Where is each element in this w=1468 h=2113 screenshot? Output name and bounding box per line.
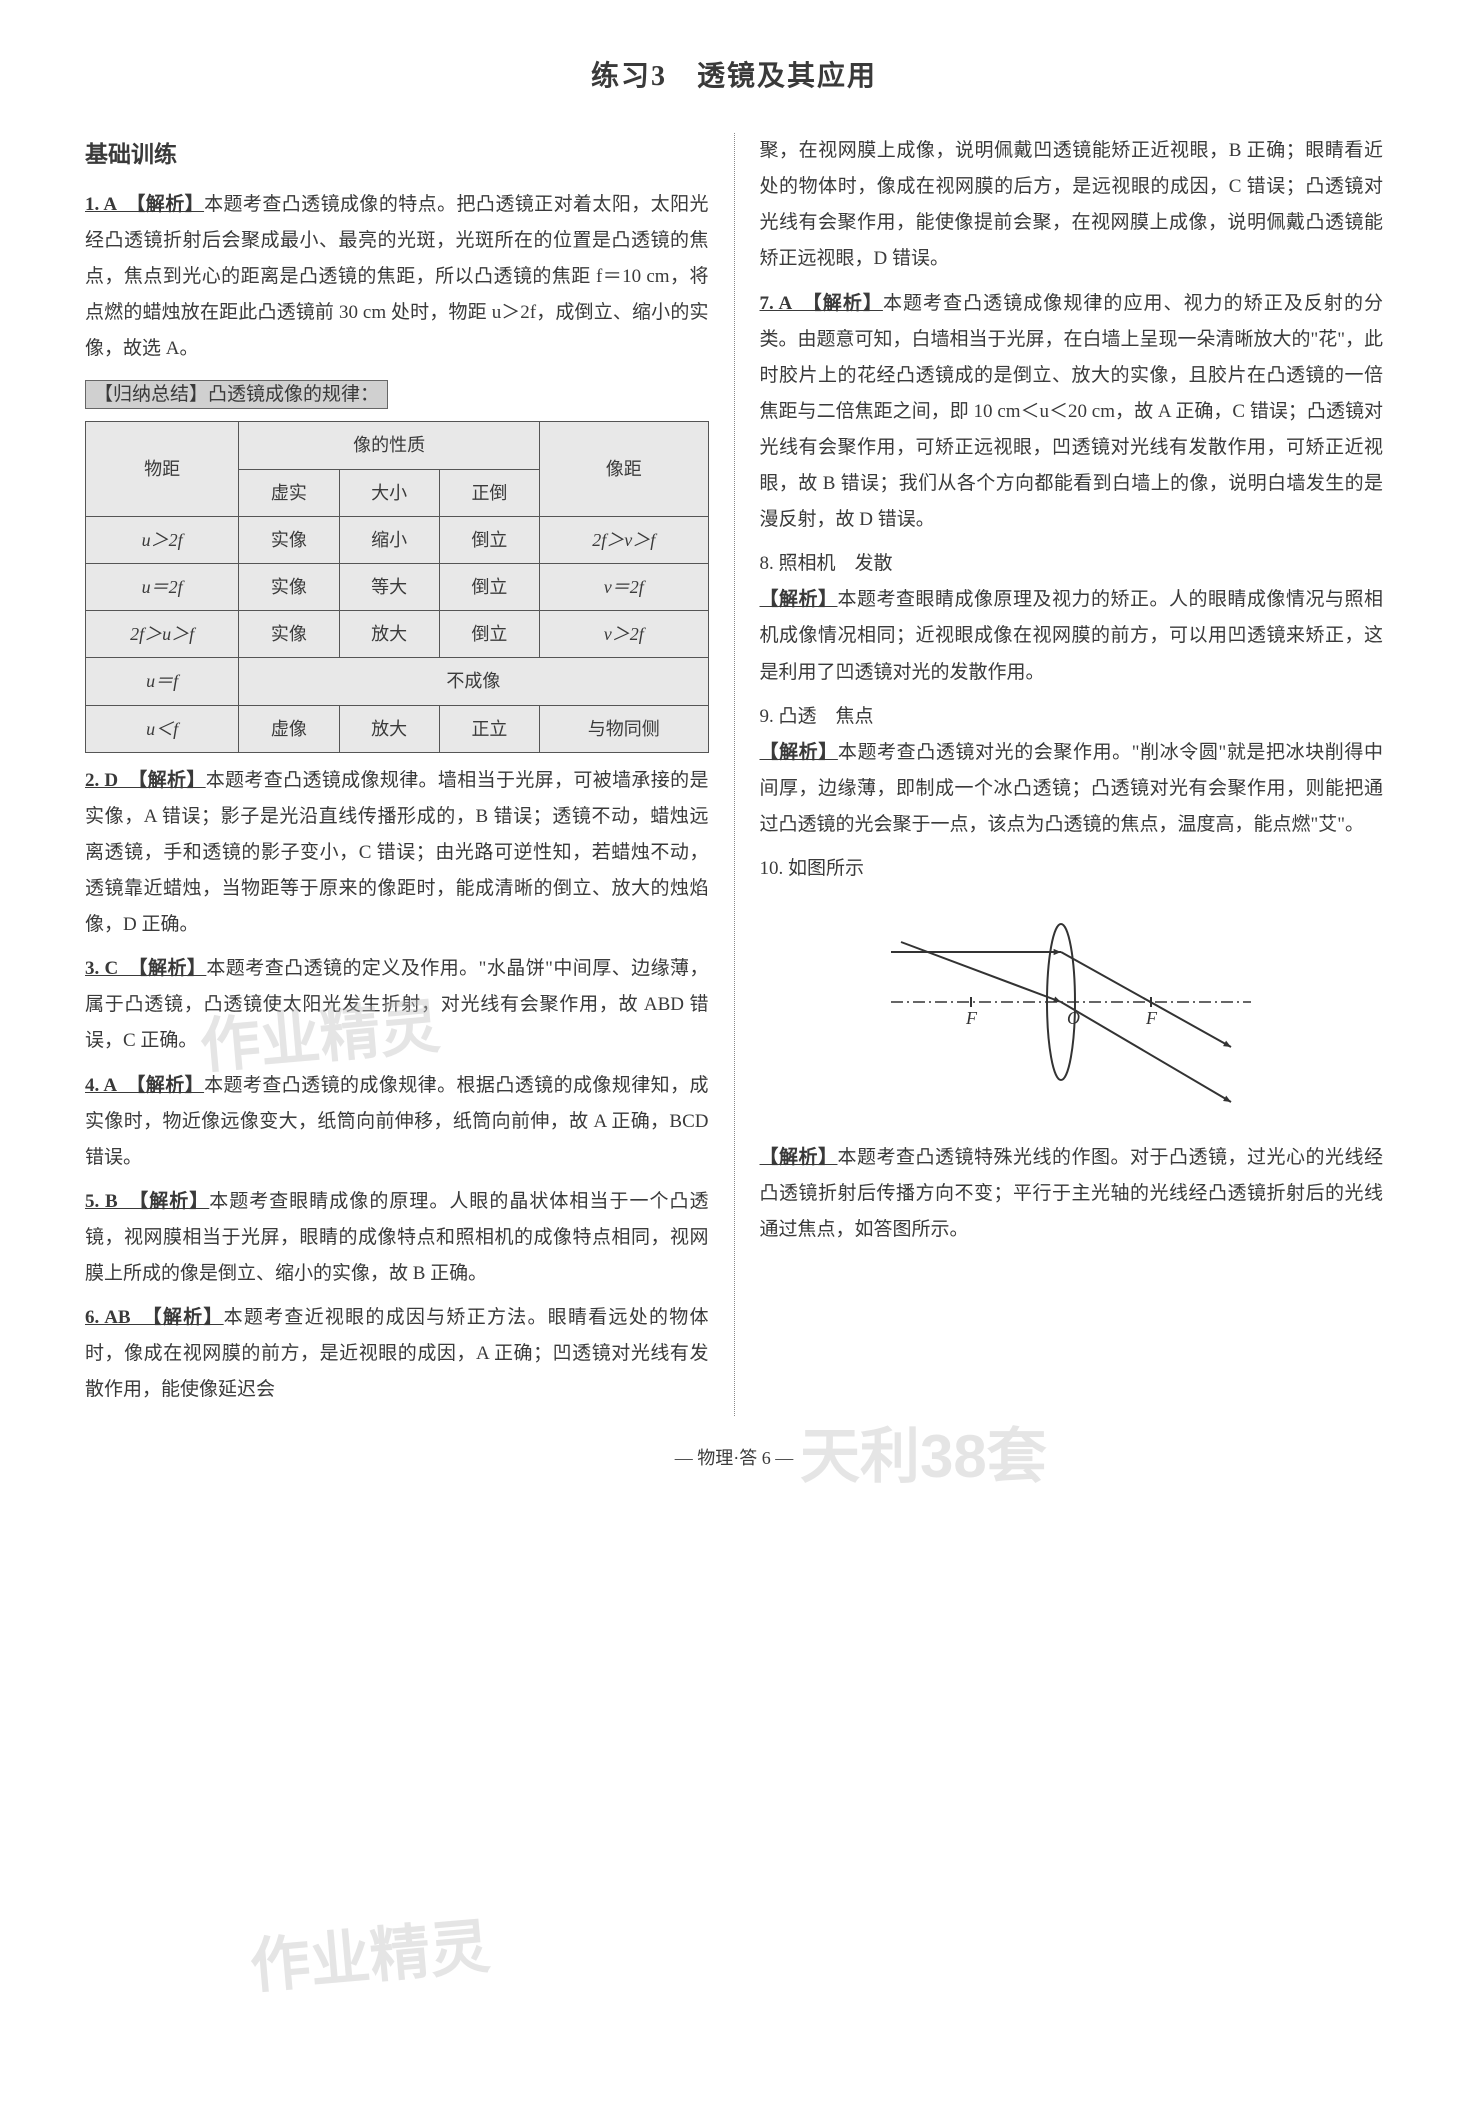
table-row: 2f＞u＞f 实像 放大 倒立 v＞2f: [86, 611, 709, 658]
q3-head: 3. C 【解析】: [85, 958, 206, 979]
q7-text: 本题考查凸透镜成像规律的应用、视力的矫正及反射的分类。由题意可知，白墙相当于光屏…: [760, 293, 1384, 531]
question-3: 3. C 【解析】本题考查凸透镜的定义及作用。"水晶饼"中间厚、边缘薄，属于凸透…: [85, 951, 709, 1059]
table-row: u＞2f 实像 缩小 倒立 2f＞v＞f: [86, 516, 709, 563]
q6-continuation: 聚，在视网膜上成像，说明佩戴凹透镜能矫正近视眼，B 正确；眼睛看近处的物体时，像…: [760, 133, 1384, 277]
two-column-layout: 基础训练 1. A 【解析】本题考查凸透镜成像的特点。把凸透镜正对着太阳，太阳光…: [60, 133, 1408, 1416]
question-2: 2. D 【解析】本题考查凸透镜成像规律。墙相当于光屏，可被墙承接的是实像，A …: [85, 763, 709, 943]
svg-text:F: F: [1145, 1008, 1158, 1028]
q10-text: 本题考查凸透镜特殊光线的作图。对于凸透镜，过光心的光线经凸透镜折射后传播方向不变…: [760, 1147, 1384, 1240]
q7-head: 7. A 【解析】: [760, 293, 883, 314]
summary-label: 【归纳总结】凸透镜成像的规律：: [85, 380, 388, 409]
page-footer: — 物理·答 6 —: [60, 1441, 1408, 1475]
th-sub1: 虚实: [239, 469, 339, 516]
question-8: 8. 照相机 发散 【解析】本题考查眼睛成像原理及视力的矫正。人的眼睛成像情况与…: [760, 546, 1384, 690]
table-row: u＜f 虚像 放大 正立 与物同侧: [86, 705, 709, 752]
th-group: 像的性质: [239, 422, 540, 469]
q9-jiexi: 【解析】: [760, 742, 838, 763]
question-5: 5. B 【解析】本题考查眼睛成像的原理。人眼的晶状体相当于一个凸透镜，视网膜相…: [85, 1184, 709, 1292]
svg-text:F: F: [965, 1008, 978, 1028]
q8-text: 本题考查眼睛成像原理及视力的矫正。人的眼睛成像情况与照相机成像情况相同；近视眼成…: [760, 589, 1384, 682]
q5-head: 5. B 【解析】: [85, 1191, 209, 1212]
right-column: 聚，在视网膜上成像，说明佩戴凹透镜能矫正近视眼，B 正确；眼睛看近处的物体时，像…: [735, 133, 1409, 1416]
lens-svg-icon: FOF: [891, 902, 1251, 1112]
q6-head: 6. AB 【解析】: [85, 1307, 224, 1328]
q9-head: 9. 凸透 焦点: [760, 706, 874, 727]
q8-head: 8. 照相机 发散: [760, 553, 893, 574]
th-col5: 像距: [540, 422, 708, 516]
q10-head: 10. 如图所示: [760, 858, 865, 879]
question-9: 9. 凸透 焦点 【解析】本题考查凸透镜对光的会聚作用。"削冰令圆"就是把冰块削…: [760, 699, 1384, 843]
q4-head: 4. A 【解析】: [85, 1075, 204, 1096]
watermark-3: 作业精灵: [245, 1890, 494, 2024]
question-10: 10. 如图所示 FOF 【解析】本题考查凸透镜特殊光线的作图。对于凸透镜，过光…: [760, 851, 1384, 1248]
q10-jiexi: 【解析】: [760, 1147, 838, 1168]
left-column: 基础训练 1. A 【解析】本题考查凸透镜成像的特点。把凸透镜正对着太阳，太阳光…: [60, 133, 735, 1416]
page-title: 练习3 透镜及其应用: [60, 50, 1408, 103]
table-row: u＝f 不成像: [86, 658, 709, 705]
q1-head: 1. A 【解析】: [85, 194, 204, 215]
question-6: 6. AB 【解析】本题考查近视眼的成因与矫正方法。眼睛看远处的物体时，像成在视…: [85, 1300, 709, 1408]
q8-jiexi: 【解析】: [760, 589, 838, 610]
th-sub3: 正倒: [439, 469, 539, 516]
question-4: 4. A 【解析】本题考查凸透镜的成像规律。根据凸透镜的成像规律知，成实像时，物…: [85, 1068, 709, 1176]
th-sub2: 大小: [339, 469, 439, 516]
th-col1: 物距: [86, 422, 239, 516]
question-7: 7. A 【解析】本题考查凸透镜成像规律的应用、视力的矫正及反射的分类。由题意可…: [760, 286, 1384, 539]
q1-text: 本题考查凸透镜成像的特点。把凸透镜正对着太阳，太阳光经凸透镜折射后会聚成最小、最…: [85, 194, 709, 359]
q9-text: 本题考查凸透镜对光的会聚作用。"削冰令圆"就是把冰块削得中间厚，边缘薄，即制成一…: [760, 742, 1384, 835]
lens-diagram: FOF: [760, 902, 1384, 1125]
summary-box: 【归纳总结】凸透镜成像的规律： 物距 像的性质 像距 虚实 大小 正倒 u＞2f…: [85, 377, 709, 752]
question-1: 1. A 【解析】本题考查凸透镜成像的特点。把凸透镜正对着太阳，太阳光经凸透镜折…: [85, 187, 709, 367]
q2-head: 2. D 【解析】: [85, 770, 206, 791]
rules-table: 物距 像的性质 像距 虚实 大小 正倒 u＞2f 实像 缩小 倒立 2f＞v＞f: [85, 421, 709, 752]
section-header: 基础训练: [85, 133, 709, 177]
table-row: u＝2f 实像 等大 倒立 v＝2f: [86, 564, 709, 611]
q2-text: 本题考查凸透镜成像规律。墙相当于光屏，可被墙承接的是实像，A 错误；影子是光沿直…: [85, 770, 709, 935]
